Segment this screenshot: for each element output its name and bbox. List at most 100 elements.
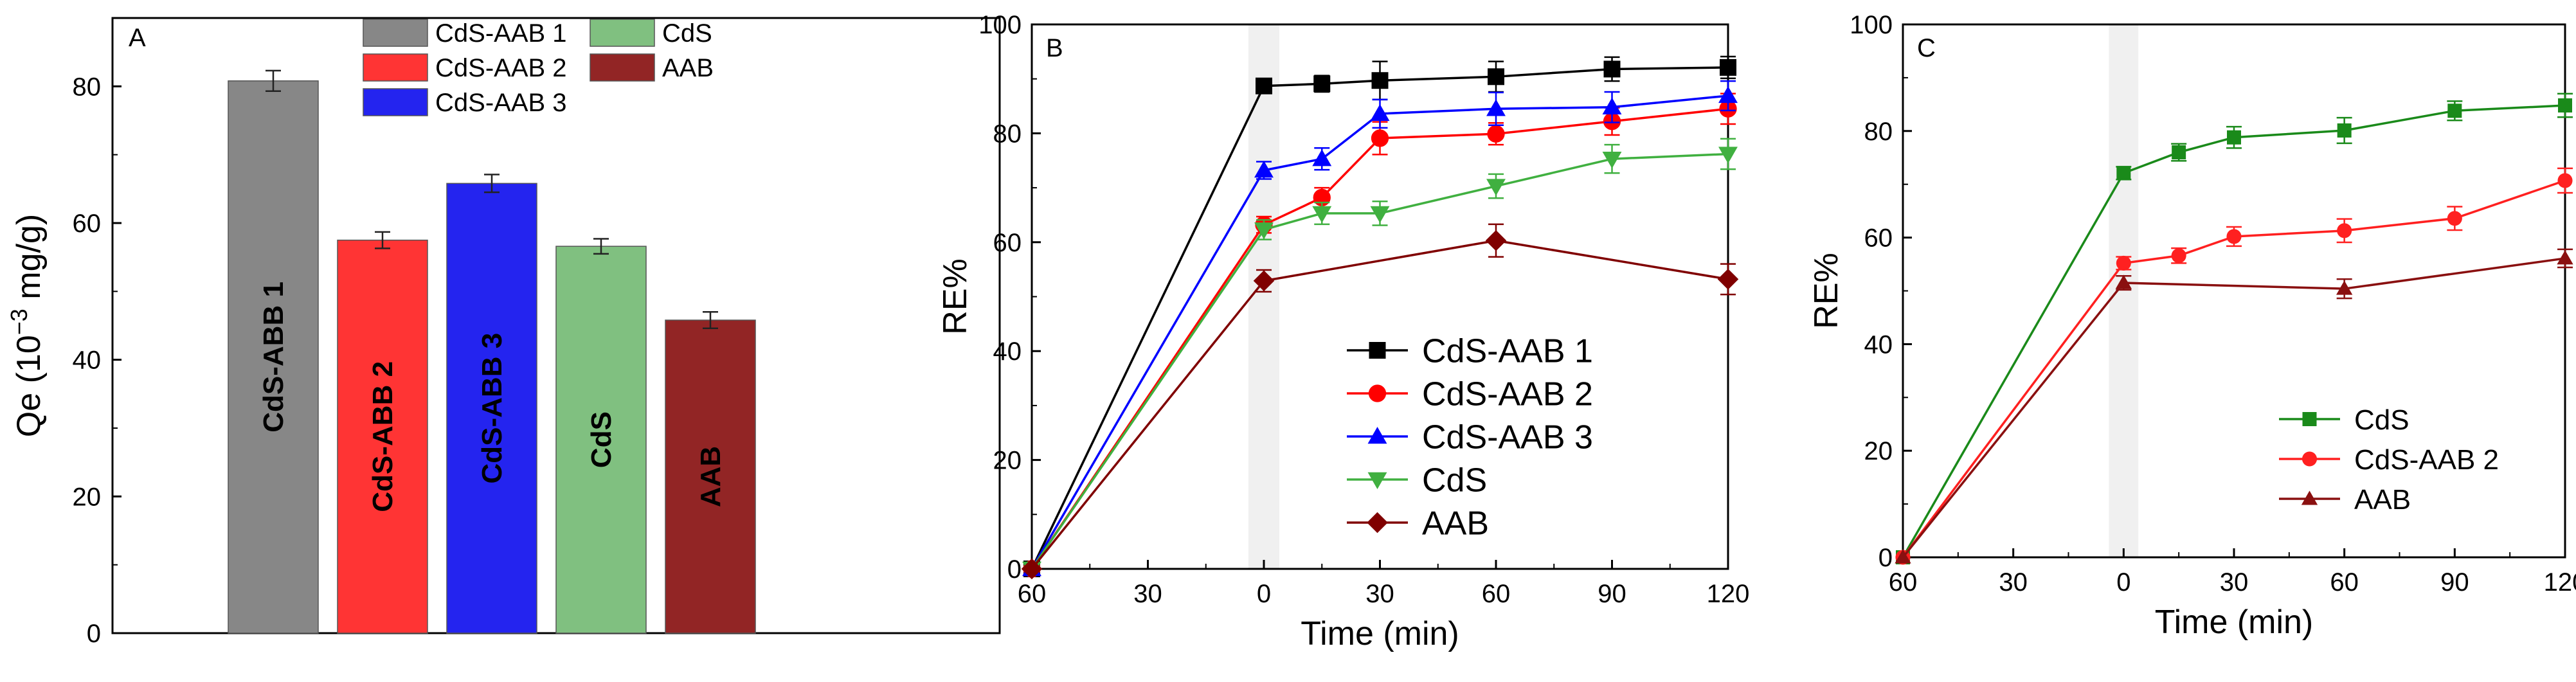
y-tick-label: 100 <box>1850 11 1893 39</box>
panel-label: A <box>129 24 146 52</box>
x-tick-label: 60 <box>2330 568 2359 597</box>
legend-swatch <box>363 88 428 116</box>
legend-label: AAB <box>1422 505 1489 543</box>
x-tick-label: 0 <box>1257 580 1271 608</box>
series-line <box>1031 239 1729 570</box>
legend-label: CdS <box>1422 462 1487 499</box>
x-tick-label: 30 <box>1365 580 1394 608</box>
y-tick-label: 80 <box>1864 118 1893 146</box>
y-tick-label: 40 <box>1864 330 1893 359</box>
data-point <box>1718 147 1738 164</box>
data-point <box>2172 145 2186 159</box>
x-tick-label: 60 <box>1018 580 1047 608</box>
plot-frame <box>1902 23 2566 559</box>
data-point <box>1254 161 1274 178</box>
y-tick-label: 100 <box>978 11 1022 39</box>
data-point <box>1717 269 1739 290</box>
bar-label: CdS <box>586 411 617 468</box>
data-point <box>2337 223 2352 238</box>
data-point <box>1488 68 1504 85</box>
data-point <box>2447 211 2462 226</box>
legend-marker <box>1369 342 1386 359</box>
x-tick-label: 90 <box>2440 568 2469 597</box>
x-tick-label: 120 <box>2544 568 2576 597</box>
y-tick-label: 0 <box>87 620 101 648</box>
legend-marker <box>1367 512 1388 534</box>
legend-marker <box>2301 490 2318 505</box>
light-band <box>2109 24 2139 557</box>
data-point <box>1895 549 1911 564</box>
y-axis-label: RE% <box>1808 253 1845 328</box>
legend-label: CdS-AAB 1 <box>435 19 567 48</box>
x-axis-label: Time (min) <box>2155 604 2314 641</box>
data-point <box>1312 149 1332 166</box>
data-point <box>1603 60 1621 78</box>
data-point <box>2447 103 2462 118</box>
legend-marker <box>1368 384 1387 402</box>
data-point <box>1254 222 1274 240</box>
data-point <box>1718 86 1738 103</box>
x-tick-label: 30 <box>2220 568 2249 597</box>
series-line <box>1031 107 1729 570</box>
panel-b: 0 20 40 60 80 100 60 30 0 30 60 90 120 Time (min) RE% B… <box>937 11 1749 652</box>
legend-swatch <box>590 19 655 47</box>
legend-marker <box>2302 412 2317 426</box>
legend-swatch <box>363 19 428 47</box>
legend-label: AAB <box>2354 484 2411 516</box>
data-point <box>1486 99 1506 116</box>
bar <box>228 80 319 634</box>
legend-label: CdS-AAB 2 <box>435 54 567 82</box>
legend-label: CdS-AAB 1 <box>1422 333 1593 370</box>
legend-label: CdS-AAB 2 <box>1422 376 1593 413</box>
legend-label: CdS-AAB 3 <box>435 89 567 117</box>
legend-label: CdS-AAB 2 <box>2354 444 2499 476</box>
y-tick-label: 60 <box>73 210 102 238</box>
data-point <box>1720 58 1736 76</box>
panel-label: C <box>1917 34 1936 62</box>
data-point <box>1602 97 1622 114</box>
x-tick-label: 60 <box>1889 568 1918 597</box>
bar-label: CdS-ABB 2 <box>367 361 399 512</box>
data-point <box>1371 72 1389 89</box>
x-tick-label: 30 <box>1133 580 1162 608</box>
x-axis-label: Time (min) <box>1301 615 1459 652</box>
panel-c: 0 20 40 60 80 100 60 30 0 30 60 90 120 Time (min) RE% C… <box>1808 11 2576 641</box>
bar <box>337 239 428 634</box>
y-tick-label: 20 <box>993 447 1022 475</box>
legend-swatch <box>590 53 655 82</box>
data-point <box>2337 123 2352 138</box>
data-point <box>2116 255 2131 271</box>
data-point <box>1370 103 1390 121</box>
y-tick-label: 60 <box>1864 224 1893 253</box>
data-point <box>1487 125 1505 143</box>
data-point <box>2171 248 2186 264</box>
data-point <box>2226 229 2242 244</box>
panel-a: 0 20 40 60 80 Qe (10−3 mg/g) A CdS-ABB 1 CdS-ABB… <box>6 17 1001 648</box>
y-axis-label-main: Qe (10 <box>10 335 48 437</box>
bar <box>555 246 647 634</box>
data-point <box>2557 250 2573 265</box>
y-tick-label: 20 <box>73 483 102 511</box>
bar-label: AAB <box>695 446 726 507</box>
series-line <box>1031 94 1729 570</box>
data-point <box>1256 77 1272 94</box>
y-tick-label: 40 <box>993 337 1022 366</box>
data-point <box>1486 179 1506 196</box>
x-tick-label: 90 <box>1598 580 1626 608</box>
bar-label: CdS-ABB 1 <box>258 282 289 433</box>
data-point <box>1312 206 1332 223</box>
y-axis-label-sup: −3 <box>6 309 32 335</box>
data-point <box>2557 173 2573 188</box>
y-tick-label: 40 <box>73 346 102 375</box>
bar-label: CdS-ABB 3 <box>476 333 508 484</box>
data-point <box>1602 151 1622 169</box>
y-axis-label: Qe (10−3 mg/g) <box>6 214 48 437</box>
legend-label: AAB <box>662 54 714 82</box>
x-tick-label: 120 <box>1707 580 1750 608</box>
data-point <box>2336 280 2353 295</box>
data-point <box>1371 129 1389 147</box>
y-tick-label: 80 <box>73 73 102 101</box>
legend-marker <box>1367 472 1387 489</box>
legend-label: CdS <box>662 19 712 48</box>
